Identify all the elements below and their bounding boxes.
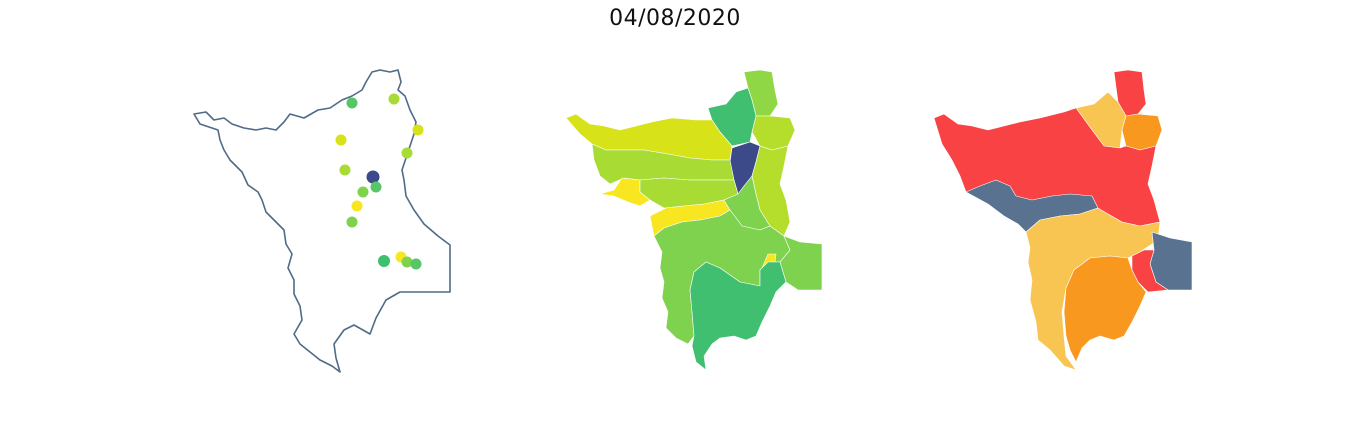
station-point: [366, 170, 380, 184]
station-point: [346, 97, 358, 109]
station-point: [410, 258, 422, 270]
station-point: [401, 147, 413, 159]
region-west-slate: [965, 179, 1099, 233]
region-south-green: [689, 261, 787, 371]
figure-title: 04/08/2020: [609, 6, 741, 31]
region-north-east: [1121, 113, 1163, 151]
region-south-orange: [1063, 255, 1147, 363]
station-point: [351, 200, 363, 212]
station-point: [346, 216, 358, 228]
station-point: [388, 93, 400, 105]
station-point: [370, 181, 382, 193]
region-east-rect: [779, 235, 823, 291]
station-point: [401, 256, 413, 268]
station-point: [357, 186, 369, 198]
region-outline: [193, 69, 451, 373]
station-point: [412, 124, 424, 136]
station-point: [339, 164, 351, 176]
station-point: [335, 134, 347, 146]
region-east-slate: [1149, 231, 1193, 291]
station-point: [378, 255, 390, 267]
